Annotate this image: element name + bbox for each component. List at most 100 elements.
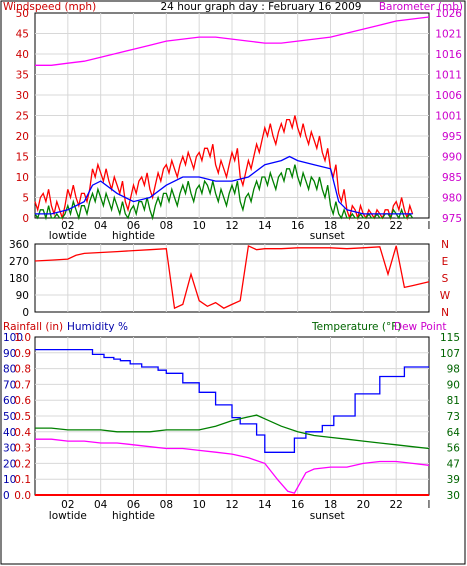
- humidity-tide-annotation: sunset: [310, 510, 345, 522]
- wind-tide-annotations: lowtide hightide sunset: [49, 230, 345, 242]
- wind-tide-annotation: hightide: [112, 230, 155, 242]
- barometer-line: [35, 16, 430, 66]
- humidity-temperature-panel: 0 10 20 30 40 50 60 70 80 90 100 0.0 0.1 0.2 0.3 0.4 0.5…: [3, 332, 460, 522]
- rainfall-tick-label: 0.1: [14, 474, 31, 486]
- humidity-hour-tick-label: 22: [389, 499, 402, 511]
- windspeed-tick-label: 40: [16, 49, 29, 61]
- temperature-axis-title: Temperature (°F): [311, 321, 401, 333]
- direction-degree-labels: 0 90 180 270 360: [9, 239, 29, 319]
- barometer-tick-label: 1021: [435, 29, 462, 41]
- wind-hour-tick-label: 14: [258, 220, 272, 232]
- direction-grid: [35, 244, 429, 312]
- humidity-tick-label: 90: [3, 348, 16, 360]
- humidity-tide-annotation: hightide: [112, 510, 155, 522]
- wind-line: [34, 164, 414, 221]
- rainfall-tick-label: 0.8: [14, 364, 31, 376]
- barometer-tick-label: 990: [442, 152, 462, 164]
- temperature-tick-labels: 30 39 47 56 64 73 81 90 98 107 115: [440, 332, 460, 502]
- windspeed-tick-label: 30: [16, 90, 29, 102]
- humidity-tick-label: 0: [3, 490, 10, 502]
- humidity-tide-annotations: lowtide hightide sunset: [49, 510, 345, 522]
- humidity-hour-tick-label: 12: [225, 499, 238, 511]
- temperature-tick-label: 39: [447, 474, 460, 486]
- temperature-tick-label: 56: [447, 443, 461, 455]
- rainfall-tick-label: 0.2: [14, 458, 31, 470]
- direction-degree-label: 180: [9, 273, 29, 285]
- humidity-temp-series: [35, 348, 430, 496]
- windspeed-axis-title: Windspeed (mph): [3, 1, 96, 13]
- barometer-axis-title: Barometer (mb): [379, 1, 463, 13]
- barometer-tick-label: 985: [442, 172, 462, 184]
- direction-line: [34, 244, 430, 310]
- wind-hour-tick-label: 08: [160, 220, 173, 232]
- temperature-tick-label: 115: [440, 332, 460, 344]
- rainfall-tick-label: 0.6: [14, 395, 31, 407]
- barometer-tick-label: 980: [442, 193, 462, 205]
- barometer-tick-label: 1016: [435, 49, 462, 61]
- humidity-hour-tick-label: 16: [291, 499, 305, 511]
- rainfall-tick-label: 0.5: [14, 411, 31, 423]
- wind-tide-annotation: lowtide: [49, 230, 87, 242]
- rainfall-axis-title: Rainfall (in): [3, 321, 63, 333]
- rainfall-tick-label: 1.0: [14, 332, 31, 344]
- humidity-tick-label: 100: [3, 332, 23, 344]
- windspeed-tick-label: 10: [16, 172, 29, 184]
- rainfall-tick-label: 0.3: [14, 443, 31, 455]
- barometer-tick-label: 1006: [435, 90, 462, 102]
- wind-series: [34, 16, 430, 221]
- humidity-hour-tick-label: 08: [160, 499, 173, 511]
- barometer-tick-label: 1011: [435, 70, 462, 82]
- humidity-tick-label: 60: [3, 395, 16, 407]
- temperature-tick-label: 47: [447, 458, 460, 470]
- humidity-tick-label: 20: [3, 458, 16, 470]
- temperature-tick-label: 81: [447, 395, 460, 407]
- barometer-tick-labels: 975 980 985 990 995 1001 1006 1011 1016 1021 1026: [435, 8, 462, 225]
- rainfall-tick-label: 0.7: [14, 379, 31, 391]
- direction-series: [34, 244, 430, 310]
- dew-point-axis-title: Dew Point: [394, 321, 447, 333]
- wind-hour-tick-label: l: [428, 220, 431, 232]
- wind-hour-tick-label: 20: [357, 220, 370, 232]
- humidity-hour-tick-label: 02: [61, 499, 74, 511]
- barometer-tick-label: 1001: [435, 111, 462, 123]
- wind-hour-tick-labels: 02 04 06 08 10 12 14 16 18 20 22 l: [61, 220, 430, 232]
- windspeed-tick-label: 45: [16, 29, 29, 41]
- humidity-hour-tick-label: 10: [192, 499, 205, 511]
- humidity-tick-label: 40: [3, 427, 16, 439]
- humidity-line: [35, 348, 429, 453]
- rainfall-tick-label: 0.4: [14, 427, 31, 439]
- direction-degree-label: 90: [16, 290, 29, 302]
- humidity-axis-title: Humidity %: [67, 321, 128, 333]
- direction-degree-label: 270: [9, 256, 29, 268]
- wind-hour-tick-label: 02: [61, 220, 74, 232]
- direction-compass-label: N: [441, 239, 449, 251]
- direction-degree-label: 0: [22, 307, 29, 319]
- wind-tide-annotation: sunset: [310, 230, 345, 242]
- humidity-hour-tick-label: l: [428, 499, 431, 511]
- direction-compass-label: W: [440, 290, 451, 302]
- temperature-line: [35, 414, 430, 450]
- humidity-tick-label: 70: [3, 379, 16, 391]
- wind-hour-tick-label: 06: [127, 220, 141, 232]
- humidity-hour-tick-label: 04: [94, 499, 108, 511]
- avg_wind-line: [35, 155, 413, 215]
- chart-title: 24 hour graph day : February 16 2009: [161, 1, 362, 13]
- windspeed-tick-label: 5: [22, 193, 29, 205]
- windspeed-tick-label: 25: [16, 111, 29, 123]
- windspeed-tick-label: 15: [16, 152, 29, 164]
- windspeed-tick-label: 35: [16, 70, 29, 82]
- dew_point-line: [35, 438, 430, 494]
- humidity-tick-label: 30: [3, 443, 16, 455]
- temperature-tick-label: 30: [447, 490, 460, 502]
- direction-compass-label: N: [441, 307, 449, 319]
- humidity-hour-tick-label: 20: [357, 499, 370, 511]
- wind-hour-tick-label: 10: [192, 220, 205, 232]
- wind-hour-tick-label: 22: [389, 220, 402, 232]
- wind-hour-tick-label: 18: [324, 220, 337, 232]
- windspeed-tick-labels: 0 5 10 15 20 25 30 35 40 45 50: [16, 8, 29, 225]
- barometer-tick-label: 1026: [435, 8, 462, 20]
